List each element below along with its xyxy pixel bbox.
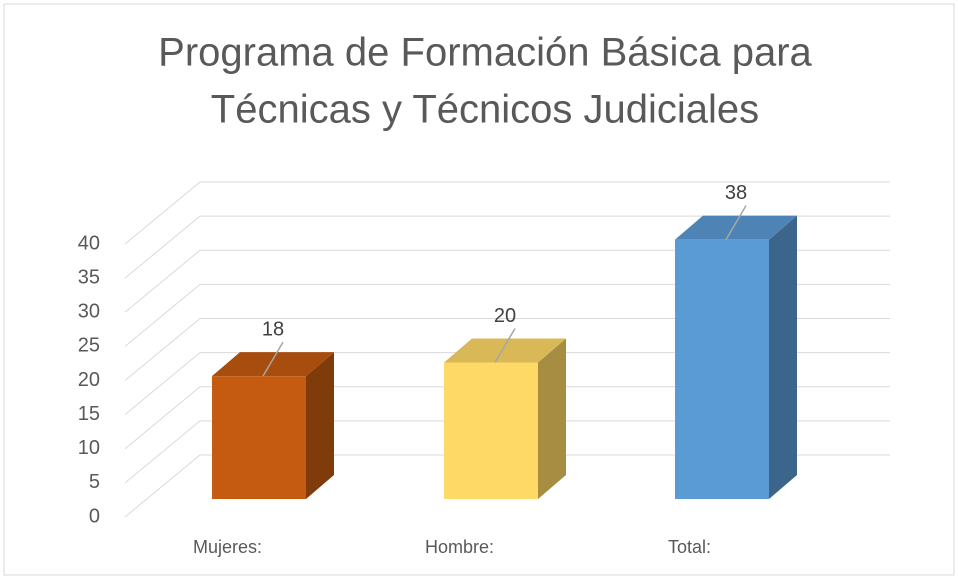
bar — [675, 239, 769, 499]
grid-line — [124, 386, 890, 450]
y-tick-label: 30 — [78, 301, 100, 323]
bar-top — [212, 352, 334, 377]
leader-line — [494, 328, 516, 363]
x-tick-label: Hombre: — [425, 537, 494, 557]
bar-top — [675, 215, 797, 240]
bar — [444, 362, 538, 499]
bar-side — [538, 338, 566, 499]
grid-line — [124, 283, 890, 347]
bar-side — [769, 215, 797, 499]
bar — [212, 376, 306, 499]
data-label: 38 — [725, 182, 747, 204]
grid-line — [124, 215, 890, 279]
leader-line — [725, 205, 747, 241]
data-label: 18 — [262, 318, 284, 340]
chart-title: Programa de Formación Básica para — [158, 31, 812, 75]
grid-line — [124, 318, 890, 381]
grid-line — [124, 352, 890, 416]
y-tick-label: 40 — [78, 232, 100, 254]
y-tick-label: 35 — [78, 266, 100, 288]
y-tick-label: 0 — [89, 505, 100, 527]
y-tick-label: 25 — [78, 335, 100, 357]
chart-title: Técnicas y Técnicos Judiciales — [211, 88, 759, 132]
bar-top — [444, 338, 566, 363]
x-tick-label: Mujeres: — [193, 537, 262, 557]
y-tick-label: 20 — [78, 369, 100, 391]
data-label: 20 — [494, 305, 516, 327]
leader-line — [262, 341, 284, 377]
y-tick-label: 10 — [78, 437, 100, 459]
y-tick-label: 15 — [78, 403, 100, 425]
grid-line — [124, 420, 890, 484]
bar-side — [306, 352, 334, 499]
grid-line — [124, 249, 890, 313]
grid-line — [124, 454, 890, 518]
x-tick-label: Total: — [668, 537, 711, 557]
y-tick-label: 5 — [89, 471, 100, 493]
grid-line — [124, 181, 890, 245]
